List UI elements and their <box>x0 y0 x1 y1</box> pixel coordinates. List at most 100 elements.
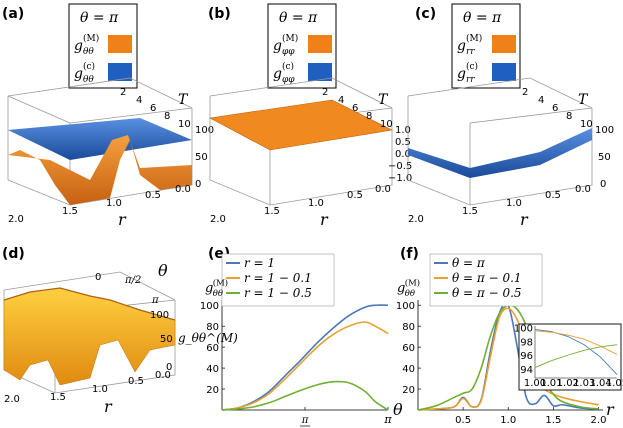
panel-b-z-tick: 1.0 <box>395 125 411 136</box>
panel-b-z-ticks: 1.0 0.5 0.0 −0.5 −1.0 <box>388 125 412 184</box>
x-tick-label: 2.0 <box>591 415 607 426</box>
panel-b-r-tick: 1.0 <box>308 198 324 209</box>
panel-a-legend-item-1: g θθ (M) <box>74 33 132 57</box>
inset-y-tick: 94 <box>520 365 533 376</box>
panel-b-r-tick: 0.5 <box>347 190 363 201</box>
y-tick-label: 60 <box>206 343 219 354</box>
legend-label: r = 1 <box>244 256 275 270</box>
inset-series-line-2 <box>534 330 618 355</box>
panel-c-T-tick: 10 <box>580 119 593 130</box>
panel-a-legend-swatch-1 <box>108 35 132 53</box>
legend-label: θ = π − 0.1 <box>452 271 522 285</box>
inset-x-tick: 1.00 <box>524 378 546 389</box>
x-tick-label: 1.5 <box>545 415 561 426</box>
panel-c-legend-sup-2: (c) <box>466 61 478 72</box>
panel-d-r-tick: 0.5 <box>128 376 144 387</box>
panel-a-z-tick: 100 <box>195 125 214 136</box>
panel-b-orange-surface <box>209 99 393 151</box>
panel-a-T-ticks: 2 4 6 8 10 T <box>120 87 191 130</box>
panel-a-r-tick: 1.0 <box>106 198 122 209</box>
panel-d-theta-axis-label: θ <box>158 261 168 280</box>
panel-c-T-axis-label: T <box>578 92 589 108</box>
panel-b-legend-main-2: g <box>273 66 282 82</box>
y-tick-label: 20 <box>402 385 415 396</box>
panel-a-blue-surface <box>8 118 192 160</box>
panel-c-r-ticks: 2.0 1.5 1.0 0.5 0.0 r <box>408 184 591 229</box>
panel-c-legend-sub-1: rr <box>466 47 475 57</box>
panel-c-legend-main-2: g <box>457 66 466 82</box>
inset-x-tick: 1.05 <box>606 378 623 389</box>
panel-c-3d-box <box>407 77 593 206</box>
panel-c-z-tick: 50 <box>598 152 611 163</box>
inset-x-tick: 1.02 <box>557 378 579 389</box>
panel-f-inset: 94 96 98 100 1.001.011.021.031.041.05 <box>514 323 623 391</box>
panel-c-label: (c) <box>415 6 436 22</box>
x-axis-label: r <box>606 400 615 419</box>
panel-c-legend-main-1: g <box>457 38 466 54</box>
panel-d-r-tick: 1.5 <box>50 392 66 403</box>
panel-a-legend-sub-1: θθ <box>83 47 94 57</box>
inset-series-line-1 <box>534 329 618 375</box>
panel-b-legend-swatch-2 <box>308 63 332 81</box>
panel-d-z-label: g_θθ^(M) <box>178 331 238 345</box>
panel-b-z-tick: −1.0 <box>388 173 412 184</box>
panel-a-legend-main-2: g <box>74 66 83 82</box>
panel-c-T-ticks: 2 4 6 8 10 T <box>522 87 593 130</box>
panel-b-T-ticks: 2 4 6 8 10 T <box>322 87 393 130</box>
panel-b-T-tick: 10 <box>380 119 393 130</box>
axis-label-main: g <box>397 281 405 296</box>
y-tick-label: 40 <box>206 364 219 375</box>
inset-y-tick: 100 <box>514 323 533 334</box>
panel-c-z-tick: 100 <box>595 125 614 136</box>
y-tick-label: 80 <box>402 322 415 333</box>
panel-b-r-axis-label: r <box>320 210 329 229</box>
legend-label: θ = π − 0.5 <box>452 286 522 300</box>
panel-a-T-tick: 2 <box>120 87 126 98</box>
panel-b-r-tick: 1.5 <box>264 206 280 217</box>
y-tick-label: 100 <box>396 301 415 312</box>
panel-b-legend-sub-1: φφ <box>282 47 295 57</box>
panel-b-r-ticks: 2.0 1.5 1.0 0.5 0.0 r <box>210 184 391 229</box>
panel-a-legend-sub-2: θθ <box>83 75 94 85</box>
panel-d-z-tick: 50 <box>160 334 173 345</box>
panel-d-r-tick: 0.0 <box>155 370 171 381</box>
panel-d-r-tick: 1.0 <box>92 384 108 395</box>
panel-b-r-tick: 0.0 <box>375 184 391 195</box>
panel-c-T-tick: 8 <box>566 111 572 122</box>
x-tick-label: 1.0 <box>500 415 516 426</box>
inset-y-tick: 98 <box>520 337 533 348</box>
panel-d-surface <box>3 287 176 386</box>
panel-d-z-ticks: 100 50 0 g_θθ^(M) <box>150 310 238 373</box>
panel-d-label: (d) <box>2 246 25 262</box>
panel-c-legend-sup-1: (M) <box>466 33 482 44</box>
panel-a-label: (a) <box>2 6 24 22</box>
x-tick-label: π <box>301 415 309 426</box>
panel-a-T-axis-label: T <box>178 92 189 108</box>
panel-d-r-tick: 2.0 <box>4 394 20 405</box>
panel-c-legend-sub-2: rr <box>466 75 475 85</box>
panel-a-r-axis-label: r <box>118 210 127 229</box>
legend: θ = πθ = π − 0.1θ = π − 0.5 <box>429 253 543 307</box>
panel-c-box-title: θ = π <box>463 10 502 26</box>
panel-d-r-ticks: 2.0 1.5 1.0 0.5 0.0 r <box>4 370 171 416</box>
series-line-1 <box>221 304 389 411</box>
panel-b-legend-sub-2: φφ <box>282 75 295 85</box>
panel-a: (a) θ = π g θθ (M) g θθ (c) <box>2 3 214 229</box>
panel-b-legend-item-1: g φφ (M) <box>273 33 332 57</box>
panel-c-r-tick: 0.0 <box>575 184 591 195</box>
series-line-2 <box>417 307 599 411</box>
panel-c-z-ticks: 100 50 0 <box>595 125 614 190</box>
panel-c-legend-item-1: g rr (M) <box>457 33 516 57</box>
panel-a-box-title: θ = π <box>80 10 119 26</box>
panel-d-theta-ticks: 0 π/2 π θ <box>95 261 168 306</box>
axis-label-sup: (M) <box>405 278 420 288</box>
panel-a-r-tick: 1.5 <box>62 206 78 217</box>
x-tick-label: 0.5 <box>455 415 471 426</box>
panel-f-label: (f) <box>400 246 419 262</box>
panel-b-box-title: θ = π <box>279 10 318 26</box>
panel-c-r-tick: 1.5 <box>462 206 478 217</box>
panel-a-r-tick: 0.5 <box>145 190 161 201</box>
panel-a-T-tick: 8 <box>164 111 170 122</box>
panel-c-legend-item-2: g rr (c) <box>457 61 516 85</box>
panel-e-chart: (e) 20406080100π2πr = 1r = 1 − 0.1r = 1 … <box>200 246 403 427</box>
